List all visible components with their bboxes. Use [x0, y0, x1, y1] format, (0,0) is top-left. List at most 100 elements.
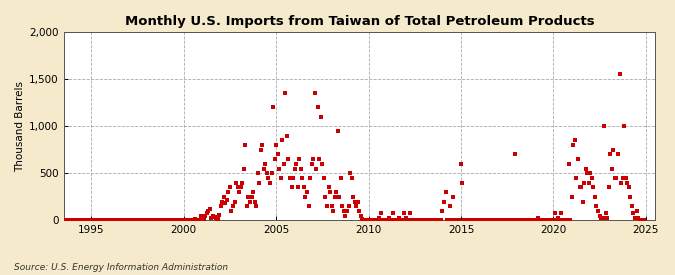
Point — [92, 218, 103, 222]
Point — [477, 218, 488, 222]
Point — [141, 218, 152, 222]
Point — [373, 218, 383, 222]
Point — [587, 176, 597, 180]
Point — [269, 157, 280, 161]
Point — [379, 218, 389, 222]
Point — [389, 218, 400, 222]
Point — [146, 218, 157, 222]
Point — [152, 218, 163, 222]
Point — [325, 190, 335, 194]
Point — [494, 218, 505, 222]
Point — [434, 218, 445, 222]
Point — [291, 162, 302, 166]
Point — [323, 185, 334, 189]
Point — [595, 215, 606, 220]
Point — [154, 218, 165, 222]
Title: Monthly U.S. Imports from Taiwan of Total Petroleum Products: Monthly U.S. Imports from Taiwan of Tota… — [124, 15, 594, 28]
Point — [551, 218, 562, 222]
Point — [129, 218, 140, 222]
Point — [523, 218, 534, 222]
Point — [237, 180, 248, 185]
Point — [614, 72, 625, 76]
Point — [462, 218, 472, 222]
Point — [178, 218, 189, 222]
Point — [285, 176, 296, 180]
Point — [252, 171, 263, 175]
Point — [499, 218, 510, 222]
Point — [249, 199, 260, 204]
Point — [205, 207, 215, 211]
Point — [398, 211, 409, 215]
Point — [49, 218, 60, 222]
Point — [189, 216, 200, 221]
Point — [128, 218, 138, 222]
Point — [52, 218, 63, 222]
Point — [83, 218, 94, 222]
Point — [326, 204, 337, 208]
Point — [599, 124, 610, 128]
Point — [525, 218, 536, 222]
Point — [547, 218, 558, 222]
Point — [506, 218, 517, 222]
Point — [468, 218, 479, 222]
Point — [445, 204, 456, 208]
Point — [84, 218, 95, 222]
Point — [348, 195, 358, 199]
Point — [309, 91, 320, 95]
Point — [265, 180, 275, 185]
Point — [328, 209, 339, 213]
Point — [263, 176, 274, 180]
Point — [448, 195, 458, 199]
Point — [396, 218, 406, 222]
Point — [94, 218, 105, 222]
Point — [471, 218, 482, 222]
Point — [148, 218, 159, 222]
Point — [89, 218, 100, 222]
Point — [315, 115, 326, 119]
Point — [99, 218, 109, 222]
Point — [383, 215, 394, 220]
Point — [529, 218, 540, 222]
Point — [313, 105, 323, 109]
Point — [634, 218, 645, 222]
Point — [319, 176, 329, 180]
Point — [381, 218, 392, 222]
Point — [137, 218, 148, 222]
Point — [167, 218, 178, 222]
Point — [259, 166, 269, 171]
Point — [211, 215, 221, 220]
Point — [234, 190, 244, 194]
Point — [548, 218, 559, 222]
Point — [151, 218, 161, 222]
Point — [392, 218, 403, 222]
Point — [113, 218, 124, 222]
Point — [472, 218, 483, 222]
Point — [173, 218, 184, 222]
Point — [198, 218, 209, 222]
Point — [302, 190, 313, 194]
Point — [451, 218, 462, 222]
Point — [186, 218, 197, 222]
Point — [240, 143, 250, 147]
Point — [358, 218, 369, 222]
Point — [374, 215, 385, 220]
Point — [283, 157, 294, 161]
Point — [500, 218, 511, 222]
Point — [571, 176, 582, 180]
Point — [357, 216, 368, 221]
Point — [564, 162, 574, 166]
Point — [257, 143, 268, 147]
Point — [371, 218, 381, 222]
Point — [226, 209, 237, 213]
Point — [279, 162, 290, 166]
Point — [82, 218, 92, 222]
Point — [511, 218, 522, 222]
Point — [591, 204, 602, 208]
Point — [611, 176, 622, 180]
Point — [639, 218, 649, 222]
Point — [290, 166, 300, 171]
Point — [230, 199, 240, 204]
Point — [560, 218, 571, 222]
Point — [531, 218, 542, 222]
Point — [126, 218, 137, 222]
